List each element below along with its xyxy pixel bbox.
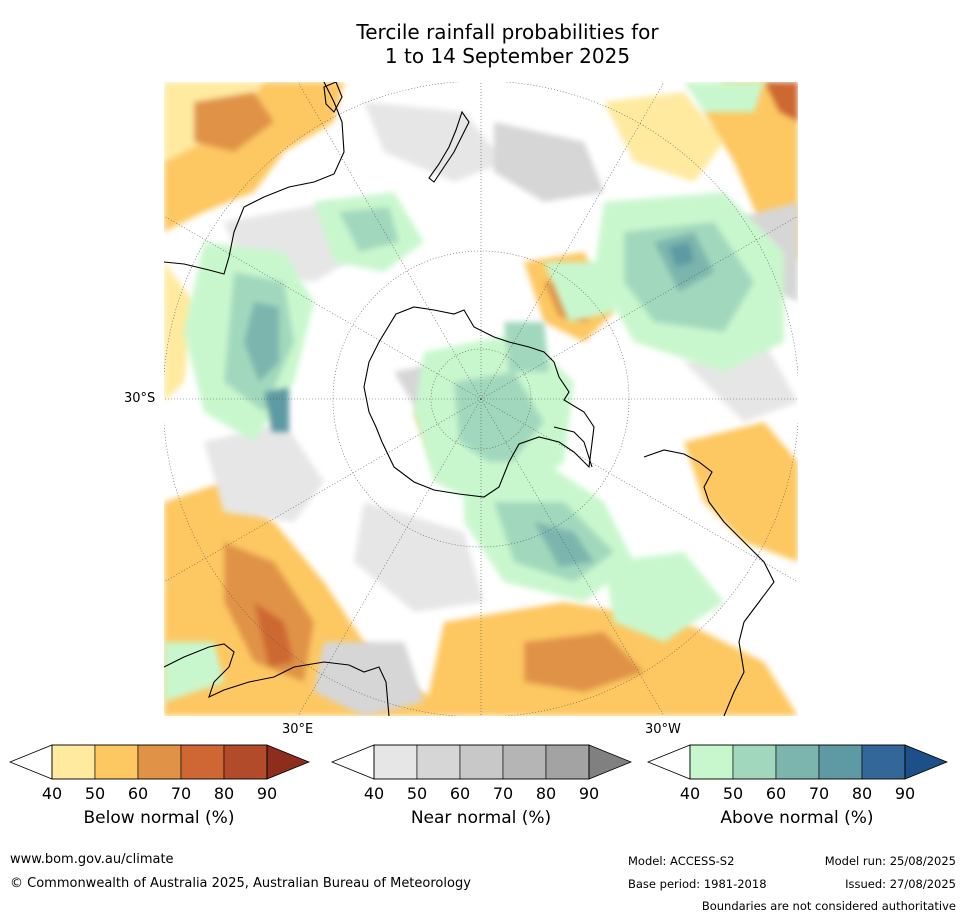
below-normal-title: Below normal (%) [83,808,235,828]
colorbar-tick-label: 80 [535,784,557,803]
meridian-line [480,215,798,400]
polar-rainfall-map [164,82,798,716]
antarctic-peninsula-coastline [553,426,593,468]
colorbar-tick-label: 50 [84,784,106,803]
base-period: Base period: 1981-2018 [628,877,767,891]
colorbar-segment [545,744,590,780]
australia-coastline [164,643,390,716]
meridian-line [297,82,482,400]
above-colorbar-segments [689,744,948,780]
longitude-label-east: 30°E [282,722,314,737]
south-america-coastline [643,449,775,716]
colorbar-segment [373,744,418,780]
boundary-disclaimer: Boundaries are not considered authoritat… [701,899,956,913]
map-canvas [164,82,798,716]
meridian-line [297,398,482,716]
colorbar-segment [459,744,504,780]
meridian-line [480,398,798,583]
colorbar-segment [137,744,182,780]
near-normal-title: Near normal (%) [410,808,552,828]
colorbar-segment [861,744,906,780]
colorbar-extend-max [266,744,310,780]
new-zealand-coastline [428,110,470,183]
colorbar-extend-max [904,744,948,780]
colorbar-segment [689,744,734,780]
below-normal-regions [164,82,798,716]
colorbar-tick-label: 60 [449,784,471,803]
colorbar-tick-label: 90 [894,784,916,803]
colorbar-tick-label: 60 [765,784,787,803]
colorbar-extend-min [646,744,691,780]
colorbar-tick-label: 40 [679,784,701,803]
meridian-line [480,82,665,400]
near-colorbar-segments [373,744,632,780]
colorbar-tick-label: 70 [170,784,192,803]
below-normal-colorbar [8,744,310,780]
copyright-text: © Commonwealth of Australia 2025, Austra… [10,876,471,891]
colorbar-tick-label: 80 [213,784,235,803]
title-line-1: Tercile rainfall probabilities for [356,20,659,44]
colorbar-tick-label: 90 [578,784,600,803]
colorbar-extend-max [588,744,632,780]
colorbar-tick-label: 50 [722,784,744,803]
above-normal-title: Above normal (%) [720,808,874,828]
colorbar-frame [689,744,906,780]
coastlines [164,82,775,716]
website-link[interactable]: www.bom.gov.au/climate [10,852,174,867]
colorbar-segment [416,744,461,780]
longitude-label-west: 30°W [645,722,681,737]
title-line-2: 1 to 14 September 2025 [384,44,631,68]
madagascar-coastline [323,82,343,113]
meridian-line [164,398,482,583]
colorbar-segment [502,744,547,780]
colorbar-tick-label: 90 [256,784,278,803]
colorbar-segment [51,744,96,780]
colorbar-segment [180,744,225,780]
colorbar-tick-label: 80 [851,784,873,803]
colorbar-segment [775,744,820,780]
colorbar-tick-label: 60 [127,784,149,803]
colorbar-segment [223,744,268,780]
issued-date: Issued: 27/08/2025 [845,877,956,891]
colorbar-tick-label: 40 [41,784,63,803]
colorbar-tick-label: 50 [406,784,428,803]
colorbar-segment [818,744,863,780]
map-title: Tercile rainfall probabilities for 1 to … [0,20,965,68]
meridian-line [480,398,665,716]
colorbar-frame [51,744,268,780]
near-normal-colorbar [330,744,632,780]
graticule [164,82,798,716]
meridian-line [164,215,482,400]
antarctica-coastline [363,306,595,498]
model-run-date: Model run: 25/08/2025 [824,854,956,868]
africa-coastline [164,82,345,275]
colorbar-tick-label: 40 [363,784,385,803]
colorbar-segment [732,744,777,780]
colorbar-extend-min [330,744,375,780]
latitude-circle [430,348,532,450]
above-normal-regions [164,82,784,702]
colorbar-tick-label: 70 [808,784,830,803]
colorbar-frame [373,744,590,780]
latitude-label: 30°S [124,391,156,406]
model-name: Model: ACCESS-S2 [628,854,735,868]
colorbar-segment [94,744,139,780]
below-colorbar-segments [51,744,310,780]
colorbar-extend-min [8,744,53,780]
colorbar-tick-label: 70 [492,784,514,803]
above-normal-colorbar [646,744,948,780]
